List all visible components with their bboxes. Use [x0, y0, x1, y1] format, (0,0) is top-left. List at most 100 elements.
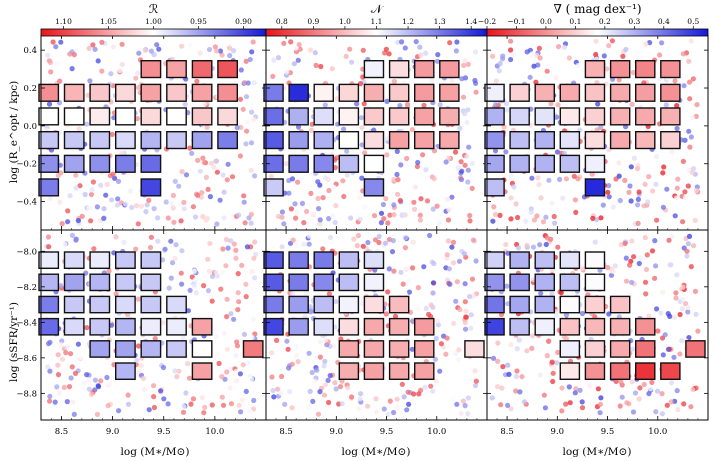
scatter-point	[62, 241, 68, 247]
y-tick-label: −0.2	[16, 160, 37, 170]
bin-cell	[363, 178, 385, 197]
scatter-point	[55, 352, 61, 358]
bin-cell	[388, 340, 410, 358]
scatter-point	[179, 169, 185, 175]
scatter-point	[337, 384, 344, 390]
scatter-point	[389, 249, 396, 255]
scatter-point	[46, 244, 52, 250]
scatter-point	[623, 278, 630, 284]
scatter-point	[252, 275, 258, 281]
scatter-point	[464, 154, 470, 160]
scatter-point	[563, 312, 570, 318]
scatter-point	[50, 39, 56, 45]
scatter-point	[438, 341, 444, 347]
scatter-point	[87, 78, 93, 84]
scatter-point	[435, 322, 441, 328]
scatter-point	[465, 107, 471, 113]
scatter-point	[248, 167, 254, 173]
bin-cell	[63, 83, 85, 102]
scatter-point	[89, 391, 95, 397]
bin-cell	[242, 340, 264, 358]
x-tick-label: 9.0	[551, 427, 565, 437]
scatter-point	[412, 184, 418, 190]
bin-cell	[63, 107, 85, 126]
scatter-point	[322, 358, 328, 364]
scatter-point	[445, 217, 452, 223]
scatter-point	[693, 113, 699, 119]
colorbar-tick-label: −0.2	[478, 17, 496, 26]
scatter-point	[455, 165, 461, 171]
scatter-point	[465, 411, 471, 417]
scatter-point	[543, 241, 549, 248]
scatter-point	[202, 404, 208, 410]
scatter-point	[318, 63, 324, 70]
scatter-point	[472, 77, 478, 84]
scatter-point	[165, 215, 171, 221]
bin-cell	[338, 273, 360, 292]
scatter-point	[233, 285, 239, 291]
bin-cell	[509, 295, 530, 314]
scatter-point	[333, 386, 339, 392]
scatter-point	[155, 215, 161, 221]
scatter-point	[473, 89, 479, 95]
bin-cell	[313, 251, 335, 269]
scatter-point	[86, 386, 92, 392]
bin-cell	[38, 130, 60, 150]
scatter-point	[308, 308, 314, 315]
scatter-point	[635, 220, 641, 226]
scatter-point	[94, 204, 100, 210]
bin-cell	[559, 317, 581, 336]
scatter-point	[555, 244, 561, 250]
bin-cell	[217, 130, 238, 150]
scatter-point	[399, 381, 405, 387]
scatter-point	[358, 391, 364, 397]
xlabel-left: log (M∗/M⊙)	[121, 446, 190, 458]
scatter-point	[665, 346, 672, 352]
x-tick-label: 9.5	[601, 427, 615, 437]
scatter-point	[154, 42, 160, 48]
scatter-point	[492, 211, 499, 218]
scatter-point	[516, 337, 522, 343]
scatter-point	[546, 338, 552, 344]
panel-top-left: −0.4 −0.2 0.0 0.2 0.4	[16, 34, 267, 231]
scatter-point	[406, 289, 412, 295]
bin-cell	[313, 273, 335, 292]
scatter-point	[207, 194, 213, 200]
scatter-point	[400, 281, 406, 287]
scatter-point	[445, 196, 451, 202]
scatter-point	[281, 40, 287, 47]
scatter-point	[216, 360, 222, 367]
scatter-point	[610, 204, 616, 210]
scatter-point	[204, 124, 210, 130]
scatter-point	[688, 38, 694, 44]
scatter-point	[500, 364, 506, 370]
y-tick-label: −8.6	[16, 354, 37, 364]
axis-labels-layer: log (R_e^opt / kpc) log (sSFR/yr⁻¹) log …	[8, 81, 631, 458]
bin-cell	[191, 317, 213, 336]
scatter-point	[129, 204, 135, 211]
scatter-point	[437, 368, 443, 374]
scatter-point	[91, 246, 97, 252]
scatter-point	[252, 331, 258, 337]
scatter-point	[391, 176, 397, 182]
scatter-point	[237, 371, 243, 377]
scatter-point	[675, 176, 681, 182]
scatter-point	[654, 306, 660, 312]
scatter-point	[451, 320, 457, 326]
scatter-point	[219, 374, 225, 380]
bin-cell	[140, 295, 162, 314]
scatter-point	[68, 351, 74, 357]
scatter-point	[466, 144, 472, 150]
scatter-point	[161, 396, 167, 402]
scatter-point	[142, 47, 148, 53]
scatter-point	[85, 205, 91, 211]
scatter-point	[233, 255, 239, 261]
scatter-point	[146, 197, 152, 203]
scatter-point	[453, 298, 459, 304]
bin-cell	[509, 107, 530, 126]
scatter-point	[443, 295, 449, 301]
scatter-point	[241, 193, 247, 199]
bin-cell	[484, 295, 505, 314]
scatter-point	[365, 239, 371, 246]
scatter-point	[668, 262, 674, 268]
